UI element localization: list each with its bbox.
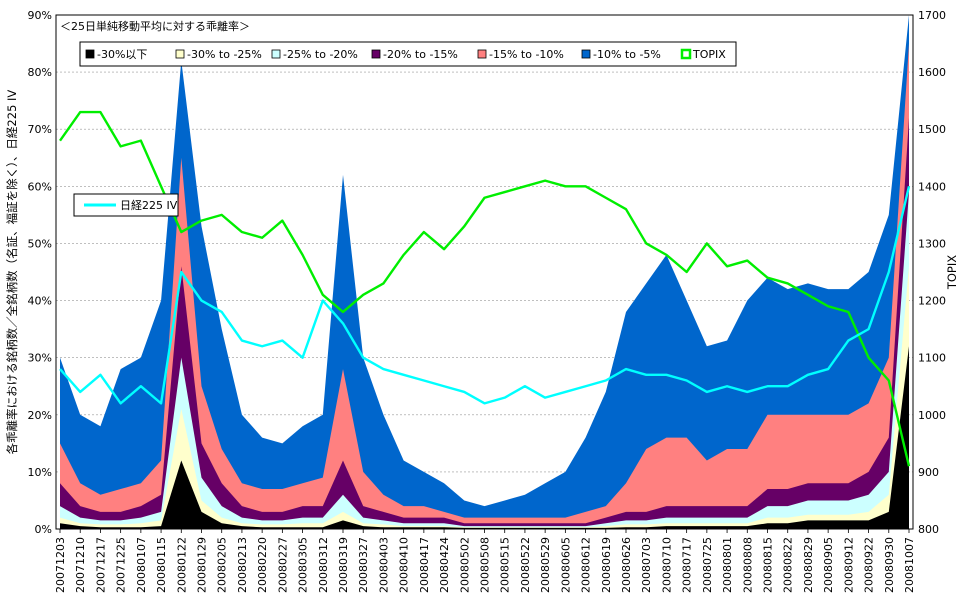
legend-swatch [85,49,95,59]
x-tick-label: 20080502 [458,537,471,593]
y2-tick-label: 1100 [918,352,946,365]
x-tick-label: 20080424 [438,537,451,593]
legend-swatch [680,48,692,60]
legend-label: -20% to -15% [383,48,458,61]
x-tick-label: 20080912 [842,537,855,593]
y2-tick-label: 900 [918,466,939,479]
legend-label: -15% to -10% [489,48,564,61]
legend-iv-box [73,193,179,217]
y-tick-label: 70% [28,123,52,136]
x-tick-label: 20080808 [741,537,754,593]
left-axis-label: 各乖離率における銘柄数／全銘柄数（名証、福証を除く）、日経225 IV [5,90,19,455]
x-tick-label: 20080417 [418,537,431,593]
x-tick-label: 20080815 [762,537,775,593]
x-tick-label: 20080327 [357,537,370,593]
y2-tick-label: 800 [918,523,939,536]
line-series [59,110,911,467]
y2-tick-label: 1500 [918,123,946,136]
iv-line [59,186,911,405]
x-tick-label: 20071203 [54,537,67,593]
x-tick-label: 20080605 [559,537,572,593]
x-tick-label: 20080801 [721,537,734,593]
y-tick-label: 60% [28,180,52,193]
x-tick-label: 20080619 [600,537,613,593]
x-tick-label: 20080703 [640,537,653,593]
x-tick-label: 20081007 [903,537,916,593]
x-tick-label: 20080930 [883,537,896,593]
y-tick-label: 30% [28,352,52,365]
x-tick-label: 20080905 [822,537,835,593]
x-tick-label: 20080205 [216,537,229,593]
legend-iv: 日経225 IV [73,193,179,217]
legend-box [79,41,737,67]
right-axis-label: TOPIX [945,255,959,290]
legend-label: TOPIX [692,48,726,61]
x-tick-label: 20071225 [115,537,128,593]
area-4 [60,117,909,530]
x-tick-label: 20080213 [236,537,249,593]
x-tick-label: 20080725 [701,537,714,593]
x-tick-label: 20080612 [580,537,593,593]
legend-swatch [175,49,185,59]
y-tick-label: 10% [28,466,52,479]
x-tick-label: 20080508 [479,537,492,593]
y-tick-label: 90% [28,9,52,22]
x-tick-label: 20080107 [135,537,148,593]
x-tick-label: 20080922 [863,537,876,593]
legend-iv-label: 日経225 IV [120,199,178,212]
y2-tick-label: 1400 [918,180,946,193]
y2-tick-label: 1000 [918,409,946,422]
x-tick-label: 20080227 [276,537,289,593]
x-tick-label: 20080220 [256,537,269,593]
x-tick-label: 20080129 [196,537,209,593]
area-series [60,15,909,530]
y2-tick-label: 1300 [918,237,946,250]
legend-swatch [271,49,281,59]
x-axis-ticks: 20071203 20071210 20071217 20071225 20080107… [54,529,916,593]
x-tick-label: 20080710 [660,537,673,593]
y-tick-label: 20% [28,409,52,422]
legend-label: -30% to -25% [187,48,262,61]
y-tick-label: 40% [28,295,52,308]
x-tick-label: 20080312 [317,537,330,593]
legend-label: -30%以下 [97,48,147,61]
legend-label: -25% to -20% [283,48,358,61]
y2-tick-label: 1200 [918,295,946,308]
area-5 [60,43,909,530]
topix-line [59,110,911,467]
x-tick-label: 20080403 [377,537,390,593]
x-tick-label: 20080305 [297,537,310,593]
legend-swatch [581,49,591,59]
x-tick-label: 20080829 [802,537,815,593]
gridlines [56,71,913,473]
x-tick-label: 20080319 [337,537,350,593]
left-axis-ticks: 0% 10% 20% 30% 40% 50% 60% 70% 80% 90% [28,9,52,536]
x-tick-label: 20080515 [499,537,512,593]
y-tick-label: 0% [35,523,52,536]
x-tick-label: 20080822 [782,537,795,593]
x-tick-label: 20080717 [681,537,694,593]
x-tick-label: 20080115 [155,537,168,593]
x-tick-label: 20080529 [539,537,552,593]
legend-swatch [371,49,381,59]
chart-title: ＜25日単純移動平均に対する乖離率＞ [60,19,250,33]
x-tick-label: 20080410 [398,537,411,593]
legend-swatch [477,49,487,59]
y-tick-label: 50% [28,237,52,250]
x-tick-label: 20071217 [94,537,107,593]
right-axis-ticks: 800 900 1000 1100 1200 1300 1400 1500 1600 1700 [918,9,946,536]
y-tick-label: 80% [28,66,52,79]
area-6 [60,15,909,529]
x-tick-label: 20080522 [519,537,532,593]
x-tick-label: 20071210 [74,537,87,593]
y2-tick-label: 1700 [918,9,946,22]
y2-tick-label: 1600 [918,66,946,79]
x-tick-label: 20080626 [620,537,633,593]
legend: -30%以下 -30% to -25% -25% to -20% -20% to -1… [79,41,737,67]
legend-label: -10% to -5% [593,48,661,61]
x-tick-label: 20080122 [175,537,188,593]
